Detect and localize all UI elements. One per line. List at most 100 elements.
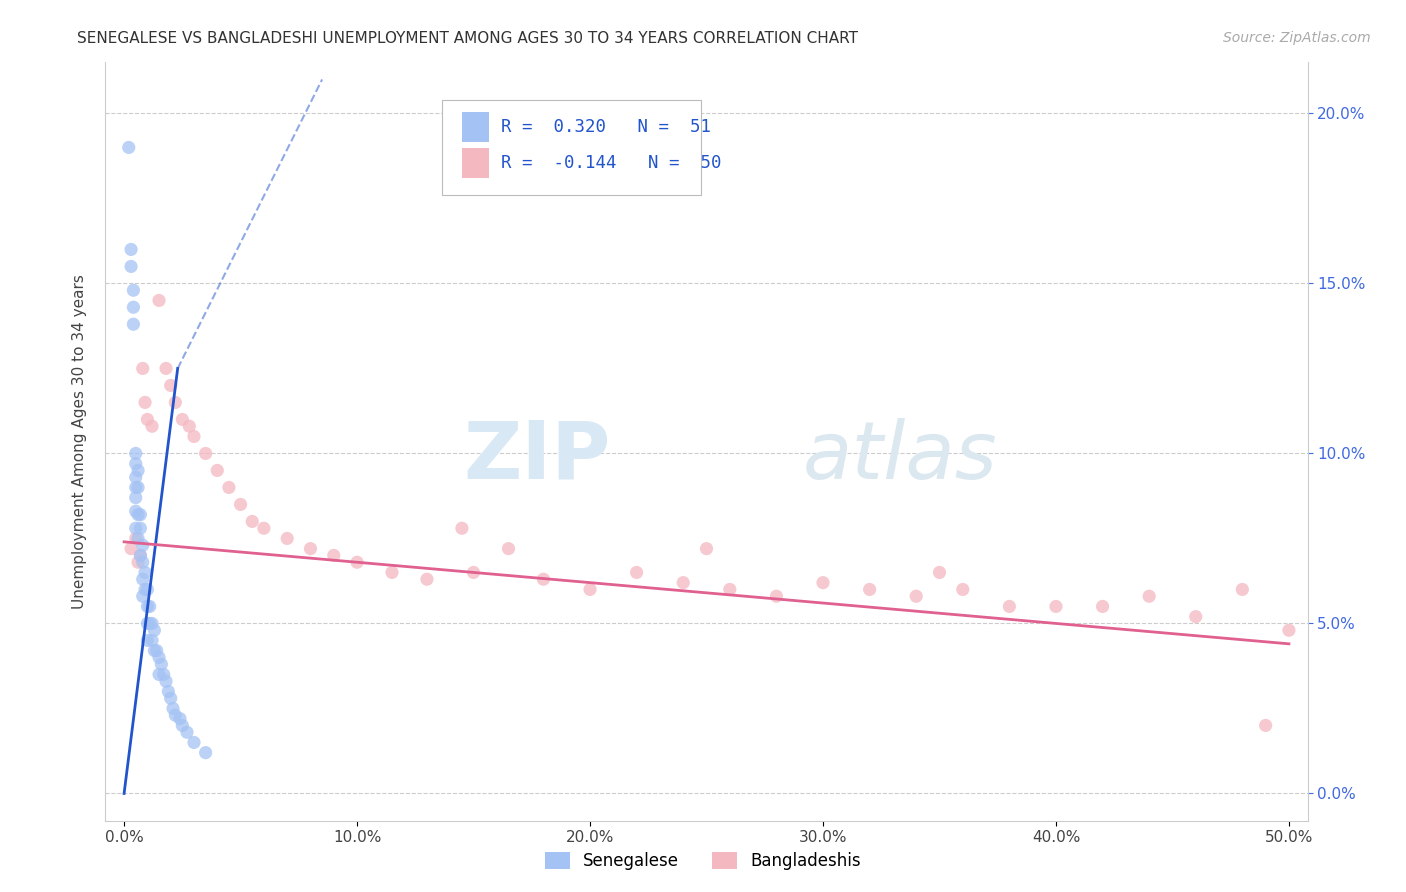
FancyBboxPatch shape [463,148,489,178]
Point [1091,599,1114,614]
Point [141,616,163,631]
Point [127,508,149,522]
Point [1232,582,1254,597]
Point [148,667,170,681]
Point [172,412,194,426]
Point [127,480,149,494]
Text: atlas: atlas [803,417,997,496]
Point [122,300,145,314]
Point [183,429,205,443]
Point [148,293,170,308]
Point [952,582,974,597]
Point [1254,718,1277,732]
Point [381,566,404,580]
Point [132,538,155,552]
Point [533,572,555,586]
Point [672,575,695,590]
Point [194,446,217,460]
Point [299,541,322,556]
Point [145,643,167,657]
Point [143,643,166,657]
Point [129,549,152,563]
Point [143,624,166,638]
Point [134,395,156,409]
Point [1045,599,1067,614]
Point [498,541,520,556]
Point [416,572,439,586]
Point [150,657,173,672]
Point [159,378,181,392]
Point [141,419,163,434]
Point [194,746,217,760]
Point [120,541,142,556]
Point [276,532,298,546]
Point [155,361,177,376]
Point [129,549,152,563]
Point [125,521,148,535]
Y-axis label: Unemployment Among Ages 30 to 34 years: Unemployment Among Ages 30 to 34 years [72,274,87,609]
Point [765,589,787,603]
Point [122,283,145,297]
Point [125,532,148,546]
Text: ZIP: ZIP [463,417,610,496]
Legend: Senegalese, Bangladeshis: Senegalese, Bangladeshis [538,845,868,877]
Point [136,633,159,648]
Point [148,650,170,665]
Point [129,508,152,522]
Point [240,515,263,529]
Point [120,243,142,257]
Point [463,566,485,580]
Point [207,463,229,477]
Point [1137,589,1160,603]
Point [858,582,880,597]
Point [165,708,187,723]
Point [141,633,163,648]
Text: R =  -0.144   N =  50: R = -0.144 N = 50 [501,154,721,172]
Point [905,589,928,603]
Point [626,566,648,580]
Point [1184,609,1206,624]
Point [134,582,156,597]
Point [162,701,184,715]
Point [696,541,718,556]
Text: SENEGALESE VS BANGLADESHI UNEMPLOYMENT AMONG AGES 30 TO 34 YEARS CORRELATION CHA: SENEGALESE VS BANGLADESHI UNEMPLOYMENT A… [77,31,858,46]
Point [183,735,205,749]
FancyBboxPatch shape [441,101,700,195]
Point [129,521,152,535]
Point [179,419,201,434]
Point [132,555,155,569]
Point [132,572,155,586]
Point [176,725,198,739]
Point [218,480,240,494]
Point [159,691,181,706]
Point [322,549,344,563]
Point [138,616,160,631]
Point [125,480,148,494]
Point [172,718,194,732]
Point [127,555,149,569]
Point [134,566,156,580]
Point [122,317,145,331]
Point [132,589,155,603]
Point [136,616,159,631]
Point [229,498,252,512]
Point [718,582,741,597]
Point [136,412,159,426]
Point [125,446,148,460]
Point [1278,624,1301,638]
Point [127,532,149,546]
Text: Source: ZipAtlas.com: Source: ZipAtlas.com [1223,31,1371,45]
Point [136,599,159,614]
Text: R =  0.320   N =  51: R = 0.320 N = 51 [501,118,711,136]
Point [579,582,602,597]
Point [928,566,950,580]
Point [127,463,149,477]
Point [253,521,276,535]
Point [132,361,155,376]
Point [138,599,160,614]
Point [811,575,834,590]
Point [165,395,187,409]
Point [152,667,174,681]
Point [346,555,368,569]
FancyBboxPatch shape [463,112,489,142]
